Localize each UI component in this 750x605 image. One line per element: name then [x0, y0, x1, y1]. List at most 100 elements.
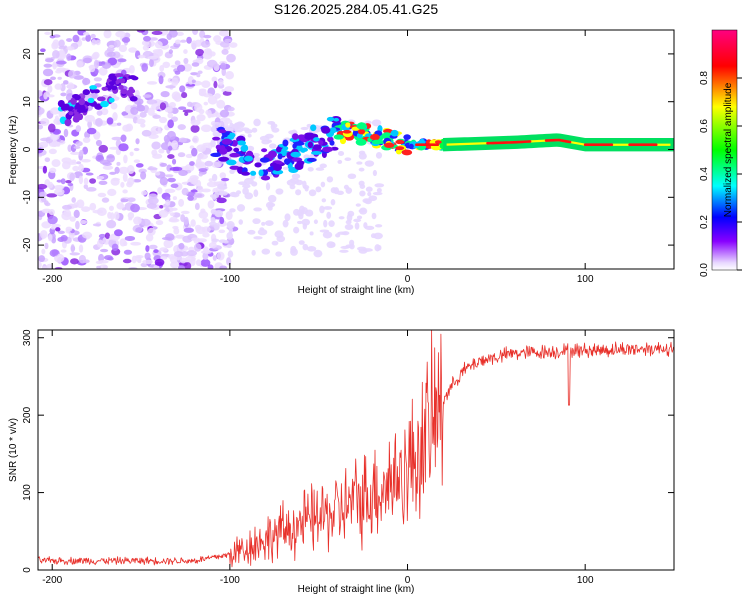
spectrogram-noise-blob [122, 173, 128, 182]
spectrogram-haze-blob [375, 152, 383, 159]
spectrogram-y-tick-label: -10 [22, 190, 33, 205]
spectrogram-noise-blob [173, 251, 184, 258]
spectrogram-noise-blob [73, 145, 81, 149]
spectrogram-noise-blob [75, 141, 83, 147]
spectrogram-band-blob [261, 148, 268, 153]
spectrogram-band-blob [212, 136, 221, 141]
spectrogram-noise-blob [208, 242, 217, 249]
spectrogram-noise-blob [55, 227, 61, 232]
spectrogram-haze-blob [270, 121, 275, 126]
spectrogram-noise-blob [68, 69, 76, 79]
spectrogram-noise-blob [171, 77, 179, 87]
spectrogram-haze-blob [326, 176, 334, 183]
spectrogram-noise-blob [120, 198, 129, 203]
spectrogram-noise-blob [44, 58, 54, 63]
spectrogram-noise-blob [178, 264, 185, 269]
spectrogram-noise-blob [170, 64, 179, 68]
spectrogram-ridge-blob [73, 113, 80, 119]
spectrogram-noise-blob [135, 163, 144, 168]
spectrogram-noise-blob [195, 157, 202, 167]
spectrogram-y-tick-label: -20 [22, 237, 33, 252]
spectrogram-haze-blob [355, 203, 361, 207]
spectrogram-noise-blob [57, 49, 66, 58]
spectrogram-noise-blob [198, 210, 209, 219]
spectrogram-haze-blob [234, 127, 244, 133]
spectrogram-noise-blob [149, 58, 154, 68]
spectrogram-band-blob [291, 133, 299, 140]
spectrogram-noise-blob [58, 45, 66, 50]
snr-y-label: SNR (10 * v/v) [8, 418, 19, 482]
spectrogram-ridge-blob [110, 85, 118, 91]
spectrogram-noise-blob [196, 144, 207, 153]
spectrogram-band-blob [356, 122, 367, 130]
spectrogram-noise-blob [200, 208, 206, 214]
spectrogram-band-blob [300, 147, 306, 153]
spectrogram-noise-blob [122, 258, 132, 264]
spectrogram-noise-blob [54, 188, 65, 196]
snr-ticks: -200 -100 0 100 0 100 200 300 [22, 329, 674, 586]
spectrogram-haze-blob [268, 202, 276, 208]
spectrogram-ridge-blob [57, 100, 65, 108]
spectrogram-noise-blob [201, 218, 209, 223]
spectrogram-haze-blob [251, 249, 256, 256]
spectrogram-noise-blob [158, 209, 169, 218]
spectrogram-noise-blob [85, 34, 91, 42]
spectrogram-noise-blob [198, 173, 203, 177]
spectrogram-noise-blob [201, 188, 211, 193]
spectrogram-noise-blob [218, 30, 230, 37]
spectrogram-noise-blob [211, 76, 218, 83]
spectrogram-noise-blob [193, 192, 205, 199]
spectrogram-noise-blob [163, 239, 174, 249]
spectrogram-ridge-blob [120, 88, 128, 95]
spectrogram-haze-blob [275, 251, 282, 257]
spectrogram-ridge-blob [60, 105, 67, 111]
spectrogram-noise-blob [136, 118, 146, 125]
spectrogram-band-blob [221, 138, 233, 145]
spectrogram-haze-blob [241, 127, 250, 131]
spectrogram-haze-blob [371, 212, 377, 220]
spectrogram-haze-blob [376, 187, 382, 193]
spectrogram-band-blob [283, 158, 291, 165]
spectrogram-haze-blob [223, 240, 229, 244]
spectrogram-haze-blob [364, 160, 375, 167]
spectrogram-noise-blob [182, 63, 192, 72]
spectrogram-noise-blob [190, 178, 198, 185]
spectrogram-noise-blob [167, 177, 176, 183]
spectrogram-haze-blob [308, 189, 317, 197]
spectrogram-ridge-blob [101, 86, 108, 91]
spectrogram-noise-blob [44, 31, 51, 36]
spectrogram-band-blob [229, 165, 240, 170]
spectrogram-band-blob [241, 171, 251, 176]
spectrogram-noise-blob [179, 85, 186, 93]
spectrogram-noise-blob [60, 249, 67, 253]
spectrogram-noise-blob [155, 171, 161, 176]
spectrogram-noise-blob [109, 171, 117, 175]
spectrogram-noise-blob [70, 258, 79, 265]
spectrogram-noise-blob [127, 212, 135, 219]
spectrogram-noise-blob [186, 250, 198, 257]
spectrogram-noise-blob [178, 198, 185, 207]
spectrogram-noise-blob [160, 91, 170, 98]
spectrogram-noise-blob [193, 243, 202, 252]
spectrogram-noise-blob [150, 125, 162, 135]
spectrogram-haze-blob [339, 249, 349, 253]
spectrogram-noise-blob [63, 128, 69, 138]
spectrogram-noise-blob [159, 102, 167, 111]
spectrogram-noise-blob [206, 181, 218, 188]
spectrogram-haze-blob [242, 183, 251, 189]
spectrogram-noise-blob [194, 202, 200, 211]
spectrogram-noise-blob [168, 145, 173, 151]
spectrogram-noise-blob [98, 66, 108, 76]
spectrogram-band-blob [258, 169, 264, 177]
spectrogram-noise-blob [175, 31, 184, 36]
spectrogram-noise-blob [127, 177, 135, 186]
spectrogram-noise-blob [141, 190, 148, 196]
spectrogram-noise-blob [82, 31, 90, 36]
spectrogram-noise-blob [147, 107, 155, 116]
spectrogram-noise-blob [159, 205, 164, 209]
spectrogram-noise-blob [200, 40, 211, 48]
spectrogram-band-blob [259, 157, 270, 163]
spectrogram-ridge-blob [111, 75, 117, 83]
spectrogram-noise-blob [141, 63, 148, 72]
spectrogram-noise-blob [154, 258, 165, 267]
